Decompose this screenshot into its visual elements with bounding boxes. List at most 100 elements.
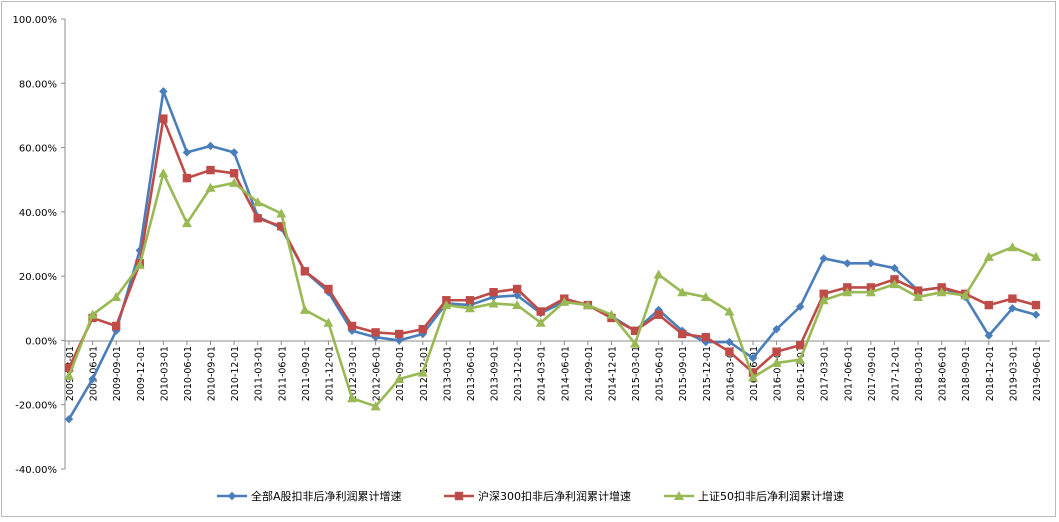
x-tick-label: 2011-03-01 — [254, 346, 265, 401]
data-point — [394, 329, 404, 339]
data-point — [229, 148, 239, 157]
data-point — [653, 269, 664, 279]
y-tick-label: 40.00% — [19, 208, 57, 219]
series-2 — [64, 114, 1041, 377]
data-point — [371, 328, 380, 337]
data-point — [1031, 310, 1041, 319]
data-point — [819, 289, 828, 299]
data-point — [323, 317, 334, 327]
data-point — [111, 321, 121, 331]
data-point — [465, 296, 475, 305]
data-point — [984, 300, 994, 310]
data-point — [819, 254, 828, 263]
x-tick-label: 2011-09-01 — [301, 346, 312, 401]
data-point — [454, 491, 464, 501]
data-point — [582, 300, 593, 310]
x-tick-label: 2015-09-01 — [678, 346, 689, 401]
data-point — [936, 287, 947, 297]
x-tick-label: 2012-06-01 — [372, 346, 383, 401]
data-point — [276, 208, 287, 218]
data-point — [134, 259, 145, 269]
data-point — [913, 286, 923, 295]
data-point — [795, 341, 805, 350]
y-tick-label: 80.00% — [19, 79, 57, 90]
series-3 — [64, 168, 1041, 411]
data-point — [418, 324, 427, 334]
data-point — [1008, 304, 1017, 313]
x-tick-label: 2016-03-01 — [725, 346, 736, 401]
data-point — [674, 491, 684, 500]
data-point — [277, 222, 286, 231]
data-point — [88, 374, 97, 384]
legend-item-3: 上证50扣非后净利润累计增速 — [664, 489, 844, 503]
series-layer — [64, 87, 1041, 424]
data-point — [206, 141, 215, 151]
x-tick-label: 2017-12-01 — [890, 346, 901, 401]
x-tick-label: 2010-12-01 — [230, 346, 241, 401]
data-point — [1007, 242, 1018, 252]
x-tick-label: 2017-03-01 — [820, 346, 831, 401]
x-tick-label: 2013-12-01 — [513, 346, 524, 401]
legend-label: 沪深300扣非后净利润累计增速 — [478, 489, 631, 503]
data-point — [866, 259, 876, 268]
data-point — [983, 251, 994, 261]
data-point — [111, 292, 122, 302]
x-tick-label: 2018-09-01 — [961, 346, 972, 401]
data-point — [394, 336, 404, 345]
data-point — [182, 148, 192, 157]
data-point — [536, 307, 545, 316]
x-tick-label: 2016-12-01 — [796, 346, 807, 401]
x-tick-label: 2013-06-01 — [466, 346, 477, 401]
x-tick-label: 2014-09-01 — [584, 346, 595, 401]
data-point — [913, 292, 924, 302]
data-point — [441, 300, 452, 310]
data-point — [1008, 294, 1017, 303]
data-point — [984, 331, 994, 340]
data-point — [87, 309, 98, 319]
data-point — [512, 284, 522, 294]
x-tick-label: 2014-06-01 — [560, 346, 571, 401]
data-point — [747, 372, 758, 382]
y-tick-label: -40.00% — [15, 465, 57, 476]
data-point — [700, 292, 711, 302]
data-point — [512, 300, 523, 310]
data-point — [64, 363, 74, 372]
data-point — [771, 357, 782, 367]
data-point — [394, 374, 405, 383]
data-point — [630, 338, 641, 348]
data-point — [159, 87, 168, 96]
legend-label: 全部A股扣非后净利润累计增速 — [251, 489, 402, 503]
data-point — [299, 304, 310, 314]
x-tick-label: 2015-06-01 — [655, 346, 666, 401]
data-point — [772, 324, 781, 334]
x-tick-label: 2015-03-01 — [631, 346, 642, 401]
y-tick-label: -20.00% — [15, 401, 57, 412]
data-point — [843, 259, 852, 268]
y-tick-label: 20.00% — [19, 272, 57, 283]
data-point — [159, 114, 168, 123]
x-tick-label: 2013-09-01 — [490, 346, 501, 401]
data-point — [818, 295, 829, 305]
x-tick-label: 2016-09-01 — [773, 346, 784, 401]
data-point — [865, 287, 876, 297]
data-point — [1031, 251, 1041, 261]
data-point — [300, 267, 310, 276]
data-point — [677, 287, 688, 297]
series-line — [67, 90, 1037, 420]
data-point — [842, 287, 853, 297]
data-point — [417, 367, 428, 377]
data-point — [182, 173, 192, 183]
series-line — [67, 171, 1037, 408]
data-point — [725, 337, 734, 347]
data-point — [725, 347, 734, 356]
data-point — [347, 393, 358, 403]
data-point — [324, 284, 333, 294]
x-tick-label: 2009-12-01 — [136, 346, 147, 401]
x-tick-label: 2018-12-01 — [985, 346, 996, 401]
legend-label: 上证50扣非后净利润累计增速 — [698, 489, 844, 503]
data-point — [229, 169, 239, 178]
data-point — [370, 401, 381, 411]
data-point — [512, 291, 522, 300]
x-tick-label: 2009-09-01 — [112, 346, 123, 401]
